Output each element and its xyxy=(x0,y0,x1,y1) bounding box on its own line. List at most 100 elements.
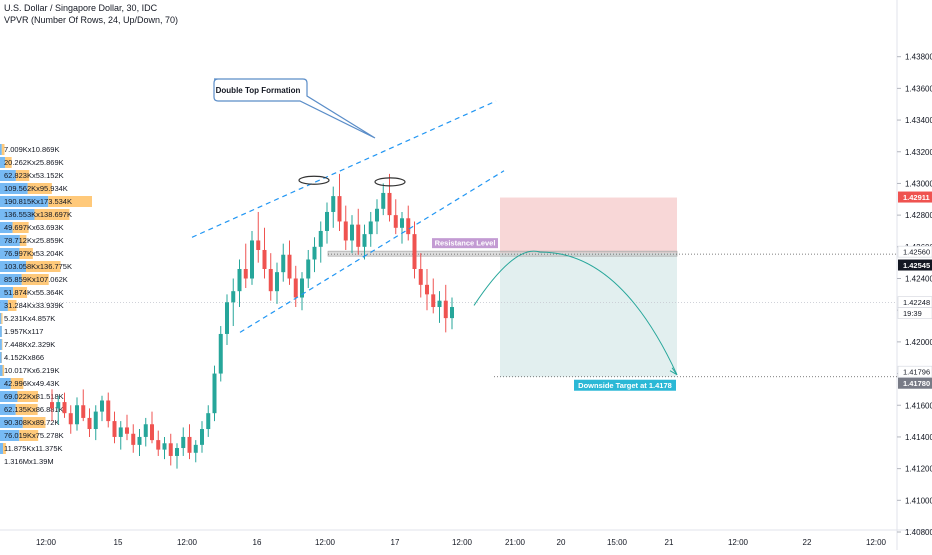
volume-profile-up-bar xyxy=(0,339,2,350)
volume-profile-label: 103.058Kx136.775K xyxy=(4,262,72,271)
x-tick-label: 21 xyxy=(665,538,674,547)
candle-body xyxy=(200,429,204,445)
x-tick-label: 12:00 xyxy=(177,538,198,547)
volume-profile-label: 1.316Mx1.39M xyxy=(4,457,54,466)
chart-title: U.S. Dollar / Singapore Dollar, 30, IDC xyxy=(4,3,157,14)
volume-profile-label: 109.562Kx95.934K xyxy=(4,184,68,193)
volume-profile-label: 190.815Kx173.534K xyxy=(4,197,72,206)
volume-profile-label: 90.308Kx89.72K xyxy=(4,418,59,427)
candle-body xyxy=(450,307,454,318)
candle-body xyxy=(63,402,67,413)
candle-body xyxy=(213,374,217,414)
volume-profile-label: 69.022Kx81.518K xyxy=(4,392,64,401)
candle-body xyxy=(381,193,385,209)
price-tag-label: 1.42560 xyxy=(903,248,930,257)
candle-body xyxy=(344,221,348,240)
candle-body xyxy=(275,272,279,291)
volume-profile-label: 85.859Kx107.062K xyxy=(4,275,68,284)
volume-profile-label: 10.017Kx6.219K xyxy=(4,366,59,375)
resistance-band xyxy=(328,251,677,256)
volume-profile-label: 62.823Kx53.152K xyxy=(4,171,64,180)
target-label: Downside Target at 1.4178 xyxy=(578,381,672,390)
x-tick-label: 12:00 xyxy=(728,538,749,547)
candle-body xyxy=(406,218,410,234)
y-tick-label: 1.43800 xyxy=(905,53,932,62)
candle-body xyxy=(225,302,229,334)
volume-profile-label: 78.712Kx25.859K xyxy=(4,236,64,245)
candle-body xyxy=(425,285,429,295)
candle-body xyxy=(169,443,173,456)
volume-profile-label: 31.284Kx33.939K xyxy=(4,301,64,310)
candle-body xyxy=(106,400,110,421)
y-tick-label: 1.43200 xyxy=(905,148,932,157)
price-tag-label: 1.41780 xyxy=(903,379,930,388)
volume-profile-label: 20.262Kx25.869K xyxy=(4,158,64,167)
candle-body xyxy=(88,418,92,429)
target-zone xyxy=(500,253,677,377)
x-tick-label: 12:00 xyxy=(866,538,887,547)
x-tick-label: 22 xyxy=(803,538,812,547)
candle-body xyxy=(81,405,85,418)
y-tick-label: 1.43600 xyxy=(905,84,932,93)
x-tick-label: 21:00 xyxy=(505,538,526,547)
volume-profile-up-bar xyxy=(0,326,2,337)
candle-body xyxy=(350,225,354,241)
volume-profile-label: 76.997Kx53.204K xyxy=(4,249,64,258)
candle-body xyxy=(375,209,379,222)
candle-body xyxy=(206,413,210,429)
y-tick-label: 1.41200 xyxy=(905,465,932,474)
candle-body xyxy=(219,334,223,374)
candle-body xyxy=(325,212,329,231)
volume-profile-label: 4.152Kx866 xyxy=(4,353,44,362)
price-tag-label: 1.41796 xyxy=(903,368,930,377)
volume-profile-label: 76.019Kx75.278K xyxy=(4,431,64,440)
volume-profile-label: 62.135Kx86.881K xyxy=(4,405,64,414)
candle-body xyxy=(281,255,285,272)
candle-body xyxy=(363,234,367,247)
candle-body xyxy=(369,221,373,234)
volume-profile-down-bar xyxy=(1,313,2,324)
volume-profile-label: 5.231Kx4.857K xyxy=(4,314,55,323)
y-tick-label: 1.42400 xyxy=(905,275,932,284)
candle-body xyxy=(319,231,323,247)
x-tick-label: 20 xyxy=(557,538,566,547)
volume-profile-label: 136.553Kx138.697K xyxy=(4,210,72,219)
candle-body xyxy=(100,400,104,411)
volume-profile-up-bar xyxy=(0,443,3,454)
y-tick-label: 1.43000 xyxy=(905,179,932,188)
candle-body xyxy=(356,225,360,247)
y-tick-label: 1.41000 xyxy=(905,496,932,505)
volume-profile-down-bar xyxy=(2,339,3,350)
callout-text: Double Top Formation xyxy=(216,86,301,95)
candle-body xyxy=(138,437,142,445)
x-tick-label: 17 xyxy=(391,538,400,547)
price-tag-label: 1.42911 xyxy=(903,193,930,202)
candle-body xyxy=(413,234,417,269)
volume-profile-label: 11.875Kx11.375K xyxy=(4,444,63,453)
candle-body xyxy=(306,259,310,278)
candle-body xyxy=(69,413,73,424)
candle-body xyxy=(419,269,423,285)
candle-body xyxy=(94,412,98,429)
candle-body xyxy=(163,443,167,449)
candle-body xyxy=(313,247,317,260)
x-tick-label: 12:00 xyxy=(452,538,473,547)
candle-body xyxy=(394,215,398,228)
candle-body xyxy=(256,240,260,250)
y-tick-label: 1.43400 xyxy=(905,116,932,125)
candle-body xyxy=(338,196,342,221)
volume-profile-label: 7.009Kx10.869K xyxy=(4,145,59,154)
candle-body xyxy=(400,218,404,228)
volume-profile-up-bar xyxy=(0,352,2,363)
price-tag-label: 19:39 xyxy=(903,309,922,318)
volume-profile-up-bar xyxy=(0,144,2,155)
volume-profile-label: 7.448Kx2.329K xyxy=(4,340,55,349)
double-top-callout: Double Top Formation xyxy=(214,79,375,138)
candle-body xyxy=(269,269,273,291)
volume-profile-up-bar xyxy=(0,365,3,376)
x-tick-label: 16 xyxy=(253,538,262,547)
candle-body xyxy=(438,301,442,307)
stop-loss-zone xyxy=(500,198,677,254)
